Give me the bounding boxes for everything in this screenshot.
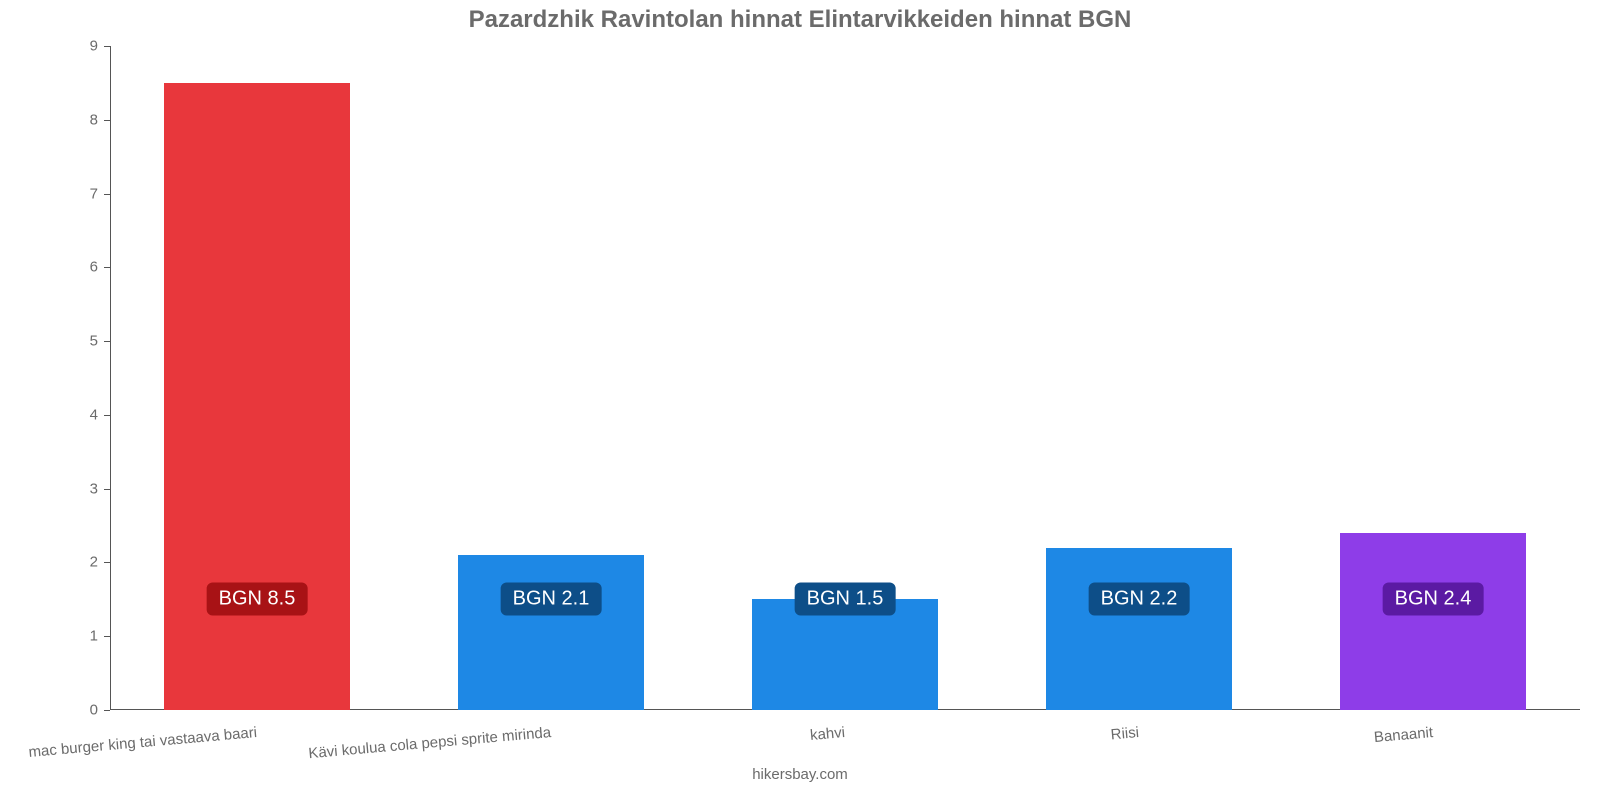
y-tick-mark xyxy=(104,415,110,416)
bar xyxy=(752,599,937,710)
y-tick-label: 2 xyxy=(58,554,98,571)
y-tick-label: 3 xyxy=(58,480,98,497)
y-tick-mark xyxy=(104,710,110,711)
y-tick-mark xyxy=(104,194,110,195)
value-badge: BGN 2.2 xyxy=(1089,583,1190,616)
attribution-text: hikersbay.com xyxy=(0,766,1600,783)
y-tick-label: 0 xyxy=(58,702,98,719)
bar xyxy=(458,555,643,710)
y-tick-mark xyxy=(104,267,110,268)
value-badge: BGN 8.5 xyxy=(207,583,308,616)
y-tick-mark xyxy=(104,489,110,490)
y-tick-mark xyxy=(104,341,110,342)
value-badge: BGN 2.4 xyxy=(1383,583,1484,616)
y-tick-label: 6 xyxy=(58,259,98,276)
y-tick-mark xyxy=(104,562,110,563)
y-tick-label: 5 xyxy=(58,333,98,350)
y-tick-label: 7 xyxy=(58,185,98,202)
y-tick-label: 9 xyxy=(58,38,98,55)
bar xyxy=(1046,548,1231,710)
bar xyxy=(1340,533,1525,710)
chart-container: Pazardzhik Ravintolan hinnat Elintarvikk… xyxy=(0,0,1600,800)
chart-title: Pazardzhik Ravintolan hinnat Elintarvikk… xyxy=(0,6,1600,34)
y-tick-label: 8 xyxy=(58,111,98,128)
y-tick-mark xyxy=(104,636,110,637)
bar xyxy=(164,83,349,710)
y-tick-label: 1 xyxy=(58,628,98,645)
value-badge: BGN 2.1 xyxy=(501,583,602,616)
y-tick-mark xyxy=(104,120,110,121)
y-tick-label: 4 xyxy=(58,406,98,423)
y-axis-line xyxy=(110,46,111,710)
y-tick-mark xyxy=(104,46,110,47)
value-badge: BGN 1.5 xyxy=(795,583,896,616)
plot-area: 0123456789BGN 8.5mac burger king tai vas… xyxy=(110,46,1580,710)
